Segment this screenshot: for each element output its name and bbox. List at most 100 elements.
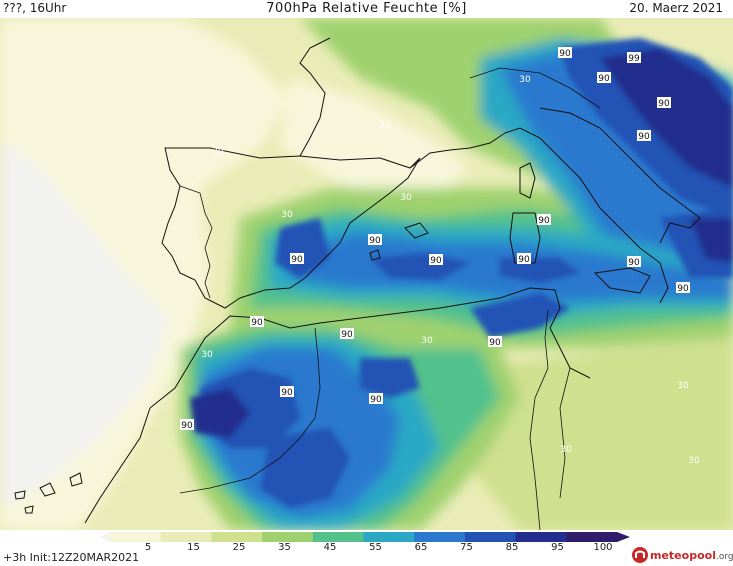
- dark-blue-patch-1: [370, 253, 470, 280]
- sicily-coast: [593, 267, 651, 294]
- contour-label: 30: [677, 381, 689, 391]
- contour-label-backing: [676, 282, 690, 293]
- italy-coast-east: [539, 107, 701, 244]
- dark-blue-patch-5: [260, 428, 350, 508]
- contour-label: 30: [212, 147, 224, 157]
- color-scale-segment: [566, 532, 618, 542]
- contour-label: 30: [379, 121, 391, 131]
- contour-label: 90: [430, 256, 442, 266]
- dark-blue-patch-2: [500, 258, 580, 283]
- color-scale-segment: [363, 532, 415, 542]
- color-scale-segment: [464, 532, 517, 542]
- contour-label-backing: [627, 256, 641, 267]
- contour-label: 90: [559, 49, 571, 59]
- color-scale-segment: [312, 532, 364, 542]
- western-sahara-coast: [84, 407, 151, 524]
- contour-label-backing: [597, 72, 611, 83]
- brand-part-2: pool: [689, 548, 716, 562]
- alps-borders: [469, 67, 601, 109]
- indigo-patch-3: [690, 218, 733, 263]
- ibiza-coast: [369, 249, 381, 261]
- color-scale-bar: [100, 532, 630, 542]
- color-scale-tick-label: 55: [369, 542, 382, 553]
- contour-label: 90: [628, 258, 640, 268]
- dry-sahara-green: [460, 338, 733, 530]
- contour-label: 90: [291, 255, 303, 265]
- color-scale-tick-label: 85: [505, 542, 519, 553]
- indigo-patch-1: [600, 48, 733, 188]
- contour-label: 90: [370, 395, 382, 405]
- color-scale-tick-label: 95: [551, 542, 564, 553]
- date-label: 20. Maerz 2021: [629, 1, 723, 15]
- contour-label: 30: [281, 210, 293, 220]
- contour-label: 30: [400, 193, 412, 203]
- dark-blue-patch-6: [275, 218, 330, 278]
- color-scale-tick-label: 100: [593, 542, 613, 553]
- canary-island-2: [14, 490, 26, 500]
- very-dry-atlantic-zone: [0, 138, 170, 508]
- color-scale-segment: [414, 532, 466, 542]
- contour-label-backing: [340, 328, 354, 339]
- italy-coast-west: [504, 127, 669, 304]
- color-scale-segment: [262, 532, 314, 542]
- contour-label-backing: [429, 254, 443, 265]
- meteopool-logo-text: meteopool.org: [650, 549, 733, 562]
- contour-label-backing: [537, 214, 551, 225]
- color-scale-tick-label: 45: [323, 542, 337, 553]
- contour-label-backing: [627, 52, 641, 63]
- legend-bar: 5 15 25 35 45 55 65 75 85 95 100 +3h Init:12Z20MAR…: [0, 530, 733, 566]
- canary-island-4: [24, 505, 34, 514]
- contour-label: 30: [560, 445, 572, 455]
- contour-label-backing: [250, 316, 264, 327]
- color-scale-segment: [110, 532, 162, 542]
- color-scale-tick-label: 5: [144, 542, 152, 553]
- color-scale-tick-label: 75: [460, 542, 473, 553]
- france-south-coast: [409, 132, 506, 169]
- contour-label-backing: [558, 47, 572, 58]
- corsica-coast: [519, 162, 536, 199]
- meteopool-logo-icon: [632, 547, 648, 563]
- mallorca-coast: [404, 222, 429, 239]
- contour-label-backing: [368, 234, 382, 245]
- iberian-peninsula-coast: [161, 147, 421, 309]
- map-title: 700hPa Relative Feuchte [%]: [266, 1, 467, 16]
- contour-label-backing: [290, 253, 304, 264]
- contour-label: 90: [658, 99, 670, 109]
- contour-label: 90: [341, 330, 353, 340]
- contour-label: 90: [518, 255, 530, 265]
- canary-island-3: [69, 472, 83, 487]
- sardinia-coast: [509, 212, 541, 264]
- color-scale-segment: [515, 532, 567, 542]
- algeria-tunisia-border: [529, 309, 549, 530]
- canary-island-1: [39, 482, 56, 497]
- contour-label: 30: [688, 456, 700, 466]
- color-scale-tick-label: 25: [232, 542, 246, 553]
- color-scale-left-arrow: [100, 532, 110, 542]
- dry-ne-spain-zone: [280, 78, 470, 208]
- contour-label: 90: [251, 318, 263, 328]
- indigo-patch-2: [190, 388, 250, 438]
- contour-label: 99: [628, 54, 640, 64]
- meteopool-logo[interactable]: meteopool.org: [631, 544, 733, 566]
- contour-label-backing: [369, 393, 383, 404]
- contour-label-backing: [180, 419, 194, 430]
- color-scale-tick-label: 15: [187, 542, 200, 553]
- contour-label: 90: [369, 236, 381, 246]
- brand-part-3: .org: [715, 551, 733, 562]
- spain-portugal-border: [179, 185, 213, 299]
- contour-label: 90: [638, 132, 650, 142]
- dark-blue-patch-7: [470, 293, 570, 338]
- north-africa-coast: [149, 287, 591, 409]
- france-coast: [299, 37, 331, 157]
- contour-label: 90: [598, 74, 610, 84]
- humidity-map: 30 30 30 30 30 30 30 30 30 30: [0, 18, 733, 530]
- brand-part-1: meteo: [650, 548, 690, 562]
- dark-blue-patch-9: [360, 358, 420, 398]
- morocco-algeria-border: [179, 327, 321, 494]
- title-bar: ???, 16Uhr 700hPa Relative Feuchte [%] 2…: [0, 0, 733, 18]
- color-scale-segment: [211, 532, 263, 542]
- contour-labels: 30 30 30 30 30 30 30 30 30 30: [180, 47, 700, 466]
- contour-label: 90: [677, 284, 689, 294]
- contour-label: 30: [519, 75, 531, 85]
- contour-label: 30: [421, 336, 433, 346]
